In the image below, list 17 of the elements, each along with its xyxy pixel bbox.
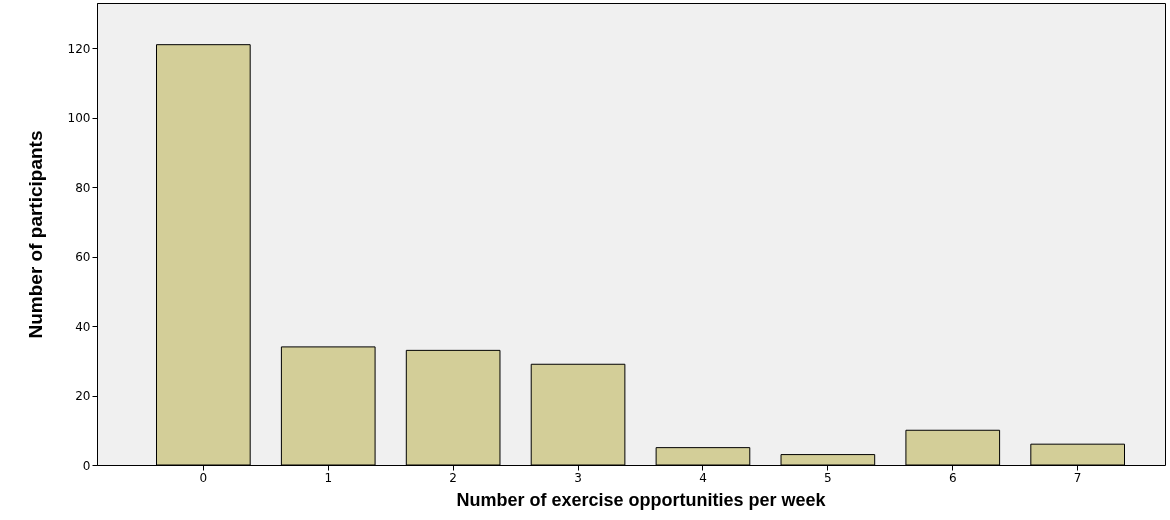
y-tick-label: 40 (75, 319, 91, 334)
x-tick-label: 4 (699, 470, 707, 485)
y-tick-label: 0 (82, 458, 91, 473)
y-tick-label: 20 (75, 389, 91, 404)
x-tick-label: 1 (324, 470, 333, 485)
x-tick-label: 7 (1073, 470, 1082, 485)
y-tick-label: 120 (67, 41, 91, 56)
x-axis-title: Number of exercise opportunities per week (456, 489, 827, 510)
x-tick-label: 2 (449, 470, 457, 485)
x-tick-label: 0 (199, 470, 208, 485)
x-tick-label: 3 (574, 470, 582, 485)
x-tick-label: 5 (824, 470, 832, 485)
y-tick-label: 100 (67, 111, 91, 126)
y-axis-title: Number of participants (24, 130, 46, 339)
y-tick-label: 60 (75, 250, 91, 265)
y-tick-label: 80 (75, 180, 91, 195)
x-tick-label: 6 (948, 470, 957, 485)
